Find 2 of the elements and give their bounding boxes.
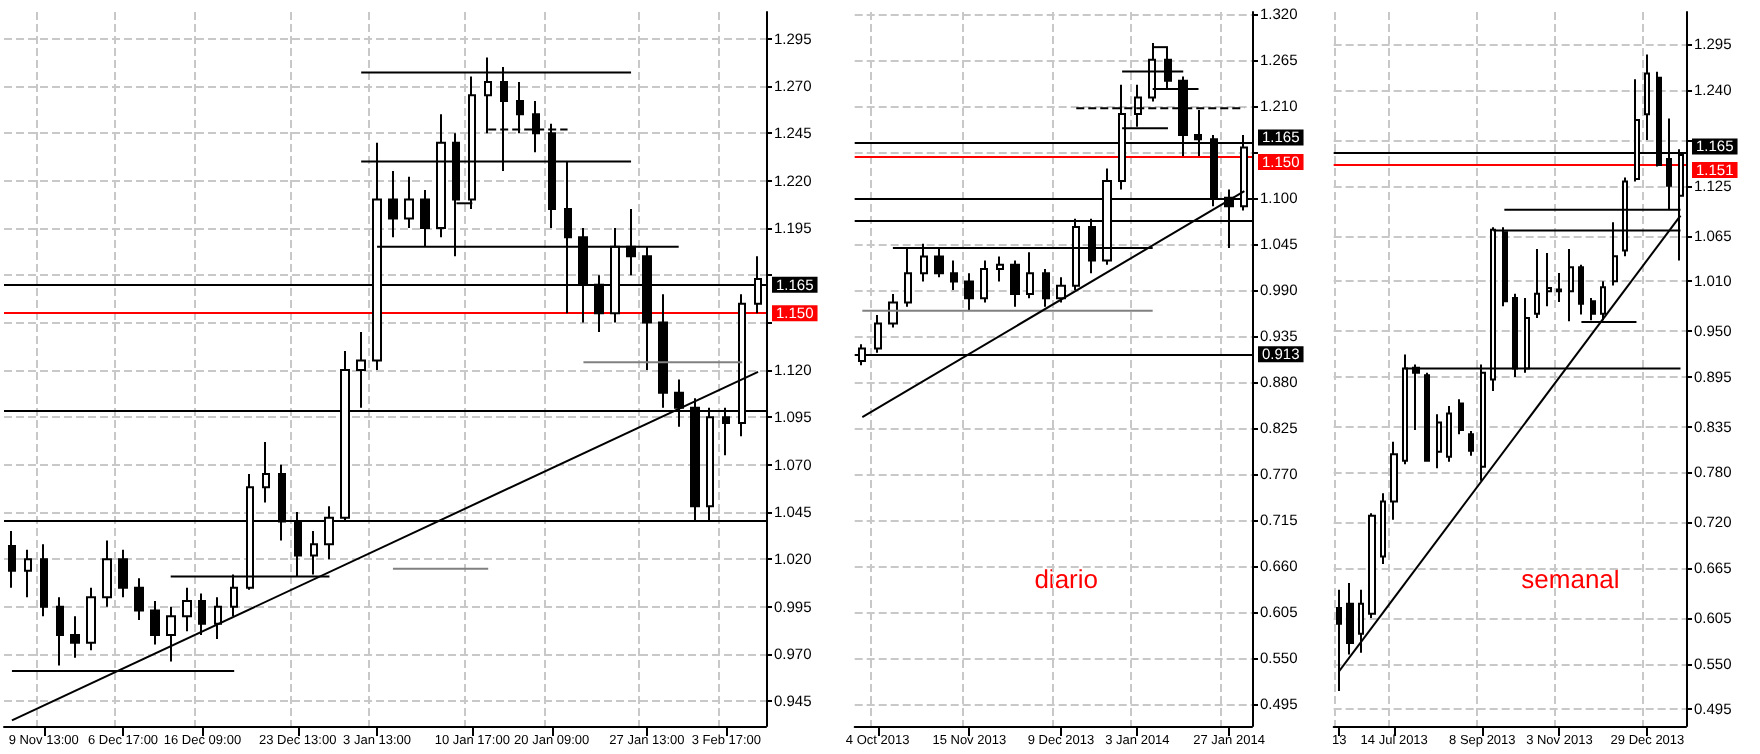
annotation: diario (1034, 563, 1098, 594)
annotation: semanal (1521, 563, 1620, 594)
